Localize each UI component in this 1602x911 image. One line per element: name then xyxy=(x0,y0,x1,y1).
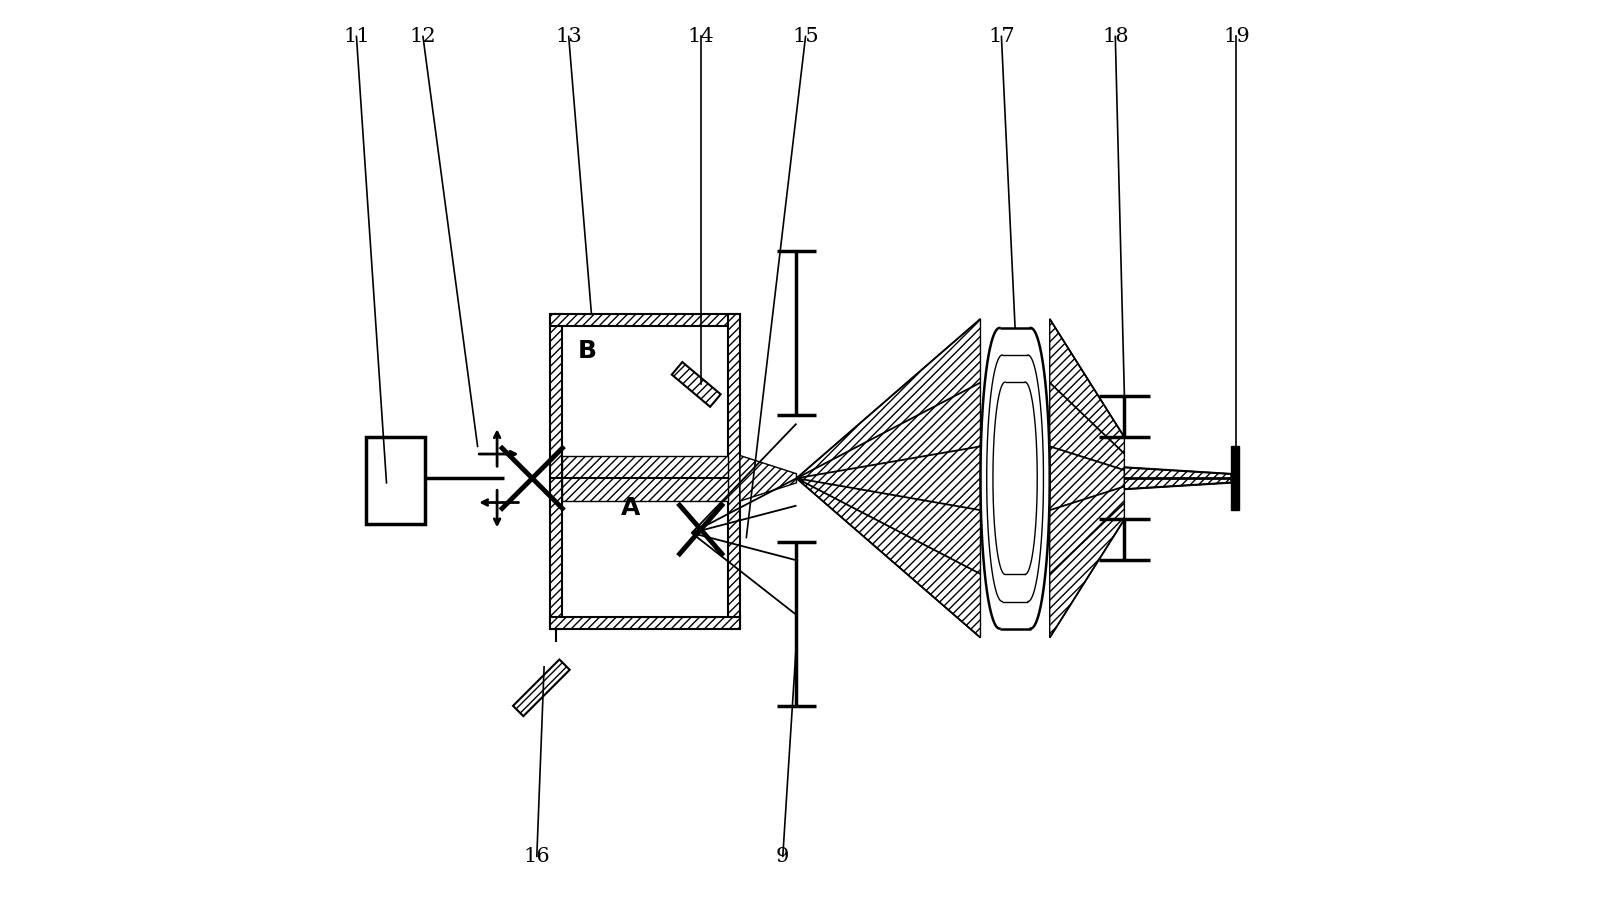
Polygon shape xyxy=(551,314,740,326)
Text: 17: 17 xyxy=(988,27,1014,46)
Text: 16: 16 xyxy=(524,847,549,865)
Bar xyxy=(365,437,425,524)
Polygon shape xyxy=(551,617,740,629)
Text: 18: 18 xyxy=(1102,27,1128,46)
Text: 15: 15 xyxy=(793,27,819,46)
Polygon shape xyxy=(1125,467,1230,489)
Polygon shape xyxy=(671,362,721,407)
Text: A: A xyxy=(620,496,639,520)
Polygon shape xyxy=(551,314,562,629)
Polygon shape xyxy=(796,319,980,638)
Polygon shape xyxy=(1049,319,1125,638)
Polygon shape xyxy=(729,314,740,629)
Text: 19: 19 xyxy=(1222,27,1250,46)
Text: 11: 11 xyxy=(343,27,370,46)
Text: B: B xyxy=(577,339,596,363)
Text: 12: 12 xyxy=(410,27,436,46)
Text: 9: 9 xyxy=(775,847,790,865)
Polygon shape xyxy=(513,660,570,716)
Polygon shape xyxy=(562,456,729,501)
Bar xyxy=(1230,446,1240,510)
Text: 14: 14 xyxy=(687,27,714,46)
Polygon shape xyxy=(740,456,796,501)
Text: 13: 13 xyxy=(556,27,582,46)
